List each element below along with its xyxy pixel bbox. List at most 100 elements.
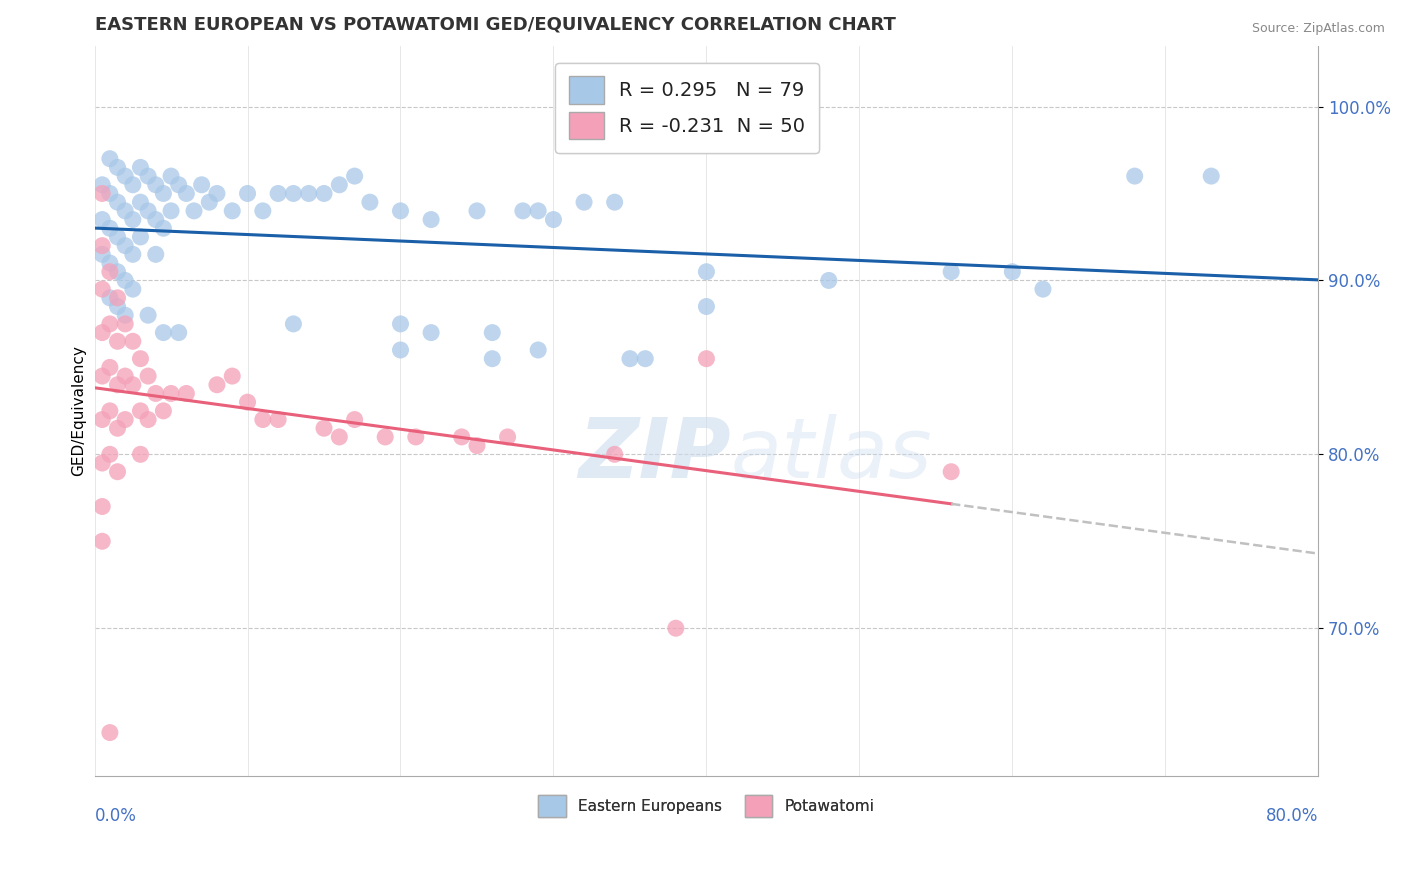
Text: ZIP: ZIP: [578, 414, 731, 495]
Point: [152, 404, 174, 418]
Point: [98, 152, 121, 166]
Point: [374, 430, 396, 444]
Point: [129, 351, 152, 366]
Point: [205, 186, 228, 201]
Point: [129, 404, 152, 418]
Point: [107, 161, 129, 175]
Point: [527, 343, 550, 357]
Point: [91, 178, 114, 192]
Point: [107, 230, 129, 244]
Point: [107, 300, 129, 314]
Point: [98, 186, 121, 201]
Point: [312, 186, 335, 201]
Point: [359, 195, 381, 210]
Point: [481, 351, 503, 366]
Point: [603, 447, 626, 461]
Point: [98, 221, 121, 235]
Point: [136, 308, 159, 322]
Point: [98, 265, 121, 279]
Point: [107, 334, 129, 349]
Point: [107, 465, 129, 479]
Point: [121, 212, 143, 227]
Text: atlas: atlas: [731, 414, 932, 495]
Point: [941, 465, 963, 479]
Point: [176, 186, 198, 201]
Point: [91, 238, 114, 252]
Text: 80.0%: 80.0%: [1265, 807, 1319, 825]
Point: [343, 169, 366, 183]
Point: [512, 203, 534, 218]
Point: [114, 317, 136, 331]
Point: [328, 430, 350, 444]
Point: [572, 195, 595, 210]
Point: [252, 203, 274, 218]
Point: [114, 412, 136, 426]
Point: [91, 534, 114, 549]
Point: [267, 186, 290, 201]
Point: [129, 161, 152, 175]
Point: [107, 377, 129, 392]
Point: [98, 404, 121, 418]
Point: [941, 265, 963, 279]
Point: [107, 291, 129, 305]
Point: [221, 369, 243, 384]
Point: [603, 195, 626, 210]
Point: [1032, 282, 1054, 296]
Point: [121, 282, 143, 296]
Point: [152, 221, 174, 235]
Point: [389, 343, 412, 357]
Point: [98, 725, 121, 739]
Point: [465, 203, 488, 218]
Point: [114, 273, 136, 287]
Point: [98, 317, 121, 331]
Point: [236, 186, 259, 201]
Point: [107, 421, 129, 435]
Point: [312, 421, 335, 435]
Y-axis label: GED/Equivalency: GED/Equivalency: [72, 345, 86, 476]
Point: [167, 178, 190, 192]
Point: [145, 386, 167, 401]
Point: [145, 247, 167, 261]
Point: [107, 195, 129, 210]
Point: [343, 412, 366, 426]
Point: [91, 282, 114, 296]
Point: [136, 203, 159, 218]
Point: [121, 377, 143, 392]
Point: [121, 334, 143, 349]
Point: [91, 326, 114, 340]
Point: [1123, 169, 1146, 183]
Point: [167, 326, 190, 340]
Point: [136, 169, 159, 183]
Point: [91, 212, 114, 227]
Point: [695, 300, 717, 314]
Point: [252, 412, 274, 426]
Point: [121, 247, 143, 261]
Point: [619, 351, 641, 366]
Point: [465, 439, 488, 453]
Point: [91, 412, 114, 426]
Point: [389, 317, 412, 331]
Point: [496, 430, 519, 444]
Point: [221, 203, 243, 218]
Point: [527, 203, 550, 218]
Point: [114, 169, 136, 183]
Point: [481, 326, 503, 340]
Point: [450, 430, 472, 444]
Point: [283, 186, 305, 201]
Point: [114, 369, 136, 384]
Point: [420, 326, 443, 340]
Point: [634, 351, 657, 366]
Point: [114, 308, 136, 322]
Point: [91, 369, 114, 384]
Point: [543, 212, 565, 227]
Point: [91, 186, 114, 201]
Point: [190, 178, 212, 192]
Point: [129, 447, 152, 461]
Text: 0.0%: 0.0%: [94, 807, 136, 825]
Point: [1001, 265, 1024, 279]
Point: [236, 395, 259, 409]
Point: [695, 265, 717, 279]
Text: Source: ZipAtlas.com: Source: ZipAtlas.com: [1251, 22, 1385, 36]
Point: [817, 273, 839, 287]
Point: [695, 351, 717, 366]
